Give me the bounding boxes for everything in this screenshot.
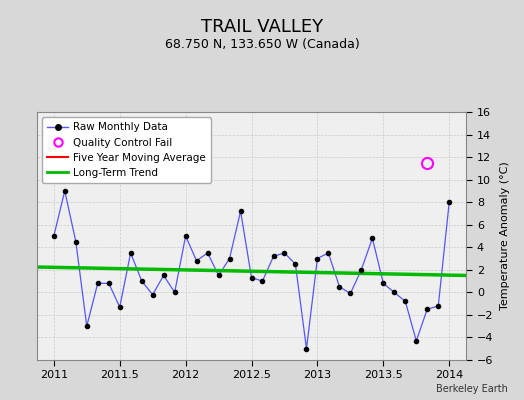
Y-axis label: Temperature Anomaly (°C): Temperature Anomaly (°C) — [500, 162, 510, 310]
Legend: Raw Monthly Data, Quality Control Fail, Five Year Moving Average, Long-Term Tren: Raw Monthly Data, Quality Control Fail, … — [42, 117, 211, 183]
Text: 68.750 N, 133.650 W (Canada): 68.750 N, 133.650 W (Canada) — [165, 38, 359, 51]
Text: Berkeley Earth: Berkeley Earth — [436, 384, 508, 394]
Text: TRAIL VALLEY: TRAIL VALLEY — [201, 18, 323, 36]
